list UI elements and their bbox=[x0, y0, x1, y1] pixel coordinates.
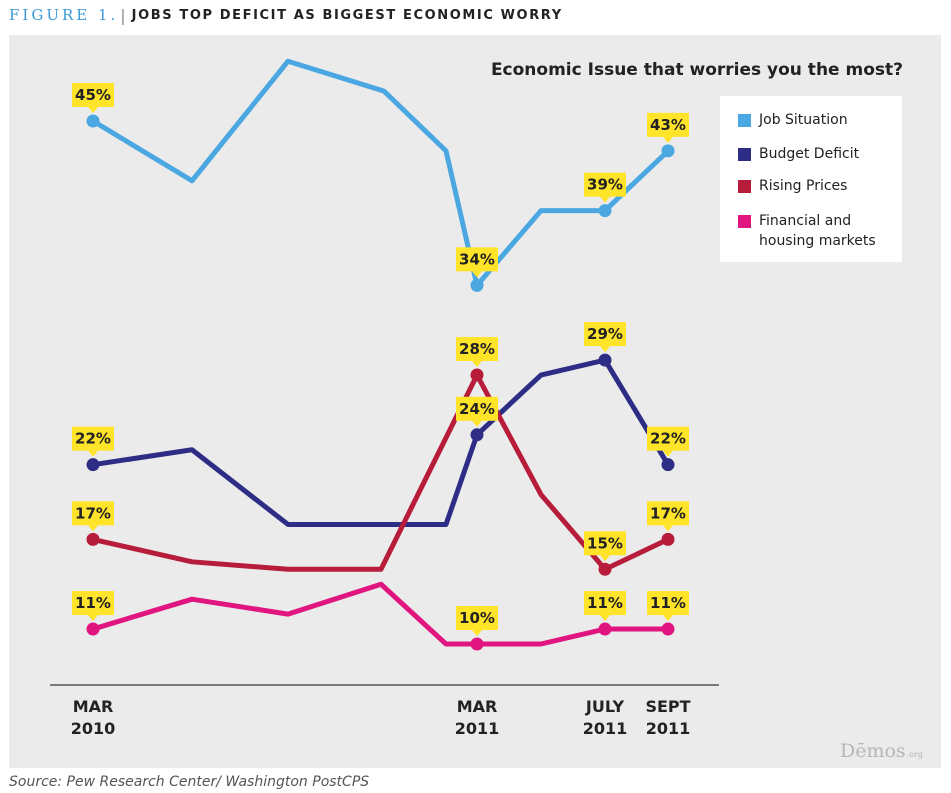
legend-item-budget-deficit: Budget Deficit bbox=[738, 144, 899, 164]
data-label-job-situation-45pct: 45% bbox=[72, 83, 114, 113]
svg-text:24%: 24% bbox=[459, 400, 495, 418]
data-point-financial-and-housing-markets-11pct bbox=[86, 622, 100, 636]
svg-text:34%: 34% bbox=[459, 250, 495, 268]
source-note: Source: Pew Research Center/ Washington … bbox=[9, 774, 370, 790]
data-label-rising-prices-28pct: 28% bbox=[456, 337, 498, 368]
legend-item-financial-housing: Financial and housing markets bbox=[738, 211, 899, 251]
legend-item-job-situation: Job Situation bbox=[738, 110, 899, 130]
series-line-financial-and-housing-markets bbox=[90, 581, 671, 647]
legend-swatch-financial-housing bbox=[738, 215, 751, 228]
data-labels: 45% 34% 39% 43% 22% 24% 29% 22% 17% 28% 15% 17% 11% 1… bbox=[72, 83, 689, 636]
data-label-rising-prices-17pct: 17% bbox=[72, 501, 114, 532]
data-label-financial-and-housing-markets-11pct: 11% bbox=[72, 591, 114, 622]
data-point-job-situation-34pct bbox=[470, 278, 484, 292]
data-point-rising-prices-17pct bbox=[661, 532, 675, 546]
data-label-rising-prices-15pct: 15% bbox=[584, 531, 626, 562]
data-point-financial-and-housing-markets-11pct bbox=[598, 622, 612, 636]
demos-logo-text: Dēmos bbox=[840, 740, 906, 762]
legend: Job Situation Budget Deficit Rising Pric… bbox=[720, 96, 902, 262]
svg-text:22%: 22% bbox=[75, 430, 111, 448]
svg-text:11%: 11% bbox=[587, 594, 623, 612]
series-lines bbox=[86, 58, 675, 651]
legend-label-job-situation: Job Situation bbox=[759, 112, 848, 128]
data-label-job-situation-34pct: 34% bbox=[456, 247, 498, 278]
data-point-budget-deficit-22pct bbox=[86, 458, 100, 472]
svg-text:15%: 15% bbox=[587, 534, 623, 552]
svg-text:29%: 29% bbox=[587, 325, 623, 343]
data-point-financial-and-housing-markets-10pct bbox=[470, 637, 484, 651]
svg-text:28%: 28% bbox=[459, 340, 495, 358]
data-point-job-situation-43pct bbox=[661, 144, 675, 158]
svg-text:43%: 43% bbox=[650, 116, 686, 134]
series-line-job-situation bbox=[90, 58, 671, 288]
figure-title: JOBS TOP DEFICIT AS BIGGEST ECONOMIC WOR… bbox=[131, 7, 563, 23]
svg-text:17%: 17% bbox=[650, 504, 686, 522]
figure-label: FIGURE 1. bbox=[9, 6, 119, 24]
line-chart: Economic Issue that worries you the most… bbox=[50, 58, 903, 738]
legend-label-financial-housing: Financial and housing markets bbox=[759, 213, 876, 249]
data-label-rising-prices-17pct: 17% bbox=[647, 501, 689, 532]
svg-text:11%: 11% bbox=[75, 594, 111, 612]
series-line-rising-prices bbox=[90, 372, 671, 572]
data-point-rising-prices-17pct bbox=[86, 532, 100, 546]
legend-swatch-rising-prices bbox=[738, 180, 751, 193]
data-label-budget-deficit-24pct: 24% bbox=[456, 396, 498, 427]
demos-logo-suffix: .org bbox=[906, 750, 923, 759]
data-point-financial-and-housing-markets-11pct bbox=[661, 622, 675, 636]
data-label-job-situation-39pct: 39% bbox=[584, 172, 626, 203]
svg-text:22%: 22% bbox=[650, 430, 686, 448]
data-label-budget-deficit-29pct: 29% bbox=[584, 322, 626, 353]
data-point-rising-prices-28pct bbox=[470, 368, 484, 382]
data-label-financial-and-housing-markets-11pct: 11% bbox=[584, 591, 626, 622]
x-tick-sept-2011: SEPT 2011 bbox=[645, 697, 690, 738]
svg-text:11%: 11% bbox=[650, 594, 686, 612]
data-point-budget-deficit-22pct bbox=[661, 458, 675, 472]
x-tick-july-2011: JULY 2011 bbox=[583, 697, 628, 738]
header-separator: | bbox=[120, 5, 126, 25]
legend-swatch-job-situation bbox=[738, 114, 751, 127]
data-label-financial-and-housing-markets-10pct: 10% bbox=[456, 606, 498, 636]
legend-item-rising-prices: Rising Prices bbox=[738, 176, 899, 196]
x-tick-mar-2010: MAR 2010 bbox=[71, 697, 116, 738]
data-point-budget-deficit-24pct bbox=[470, 428, 484, 442]
x-tick-mar-2011: MAR 2011 bbox=[455, 697, 500, 738]
chart-panel: Economic Issue that worries you the most… bbox=[9, 35, 941, 768]
legend-label-budget-deficit: Budget Deficit bbox=[759, 146, 860, 162]
series-line-budget-deficit bbox=[90, 357, 671, 527]
svg-text:39%: 39% bbox=[587, 176, 623, 194]
data-point-job-situation-45pct bbox=[86, 114, 100, 128]
x-tick-labels: MAR 2010 MAR 2011 JULY 2011 SEPT 2011 bbox=[71, 697, 691, 738]
data-label-financial-and-housing-markets-11pct: 11% bbox=[647, 591, 689, 622]
chart-title: Economic Issue that worries you the most… bbox=[491, 60, 903, 80]
figure-header: FIGURE 1. | JOBS TOP DEFICIT AS BIGGEST … bbox=[9, 4, 944, 26]
data-point-rising-prices-15pct bbox=[598, 562, 612, 576]
legend-label-rising-prices: Rising Prices bbox=[759, 178, 848, 194]
data-point-job-situation-39pct bbox=[598, 204, 612, 218]
svg-text:10%: 10% bbox=[459, 609, 495, 627]
data-label-budget-deficit-22pct: 22% bbox=[72, 426, 114, 457]
data-label-budget-deficit-22pct: 22% bbox=[647, 426, 689, 457]
data-point-budget-deficit-29pct bbox=[598, 353, 612, 367]
legend-swatch-budget-deficit bbox=[738, 148, 751, 161]
demos-logo: Dēmos.org bbox=[840, 740, 923, 762]
svg-text:45%: 45% bbox=[75, 86, 111, 104]
data-label-job-situation-43pct: 43% bbox=[647, 112, 689, 143]
svg-text:17%: 17% bbox=[75, 504, 111, 522]
